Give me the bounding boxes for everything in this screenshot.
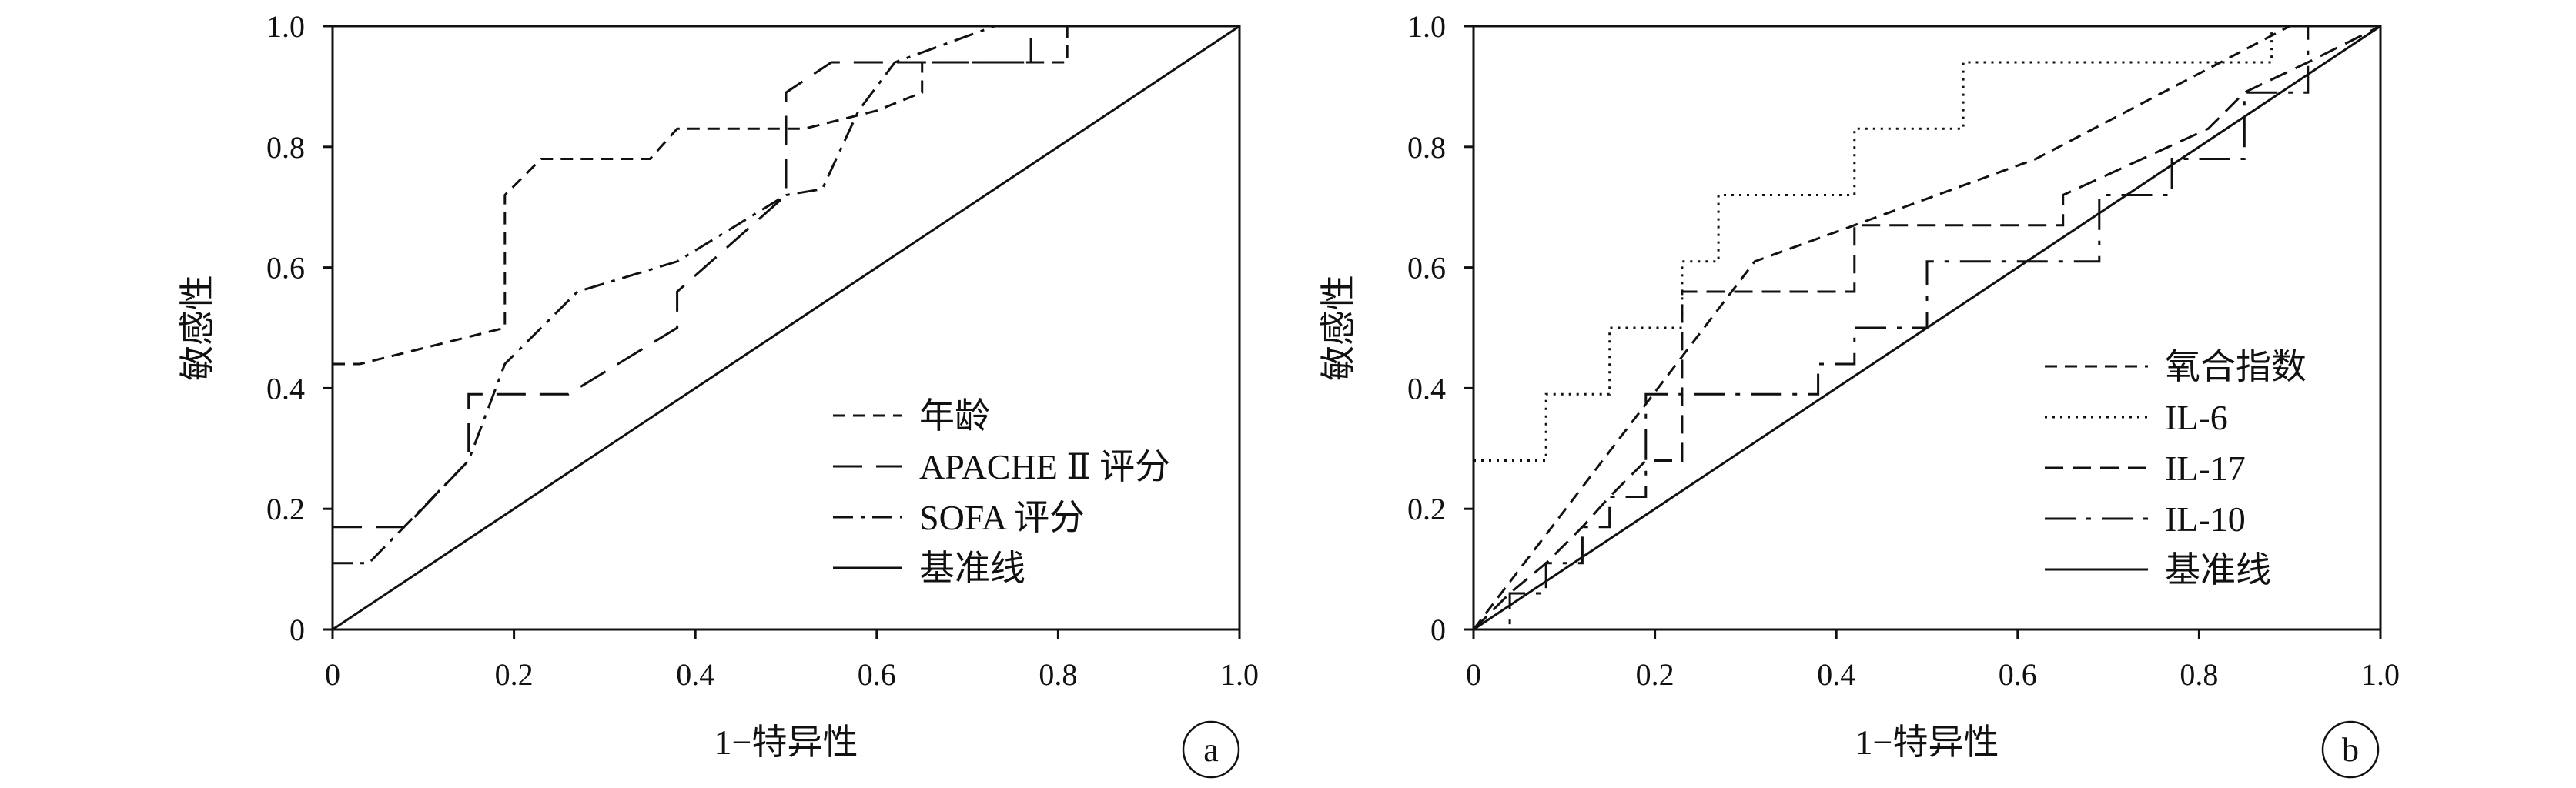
- y-tick-label: 1.0: [1407, 9, 1446, 44]
- x-tick-label: 0.2: [1636, 657, 1674, 692]
- y-tick-label: 0: [1430, 613, 1446, 647]
- x-tick-label: 0.2: [495, 657, 534, 692]
- y-tick-label: 0.2: [1407, 492, 1446, 526]
- y-tick-label: 0.2: [266, 492, 305, 526]
- series-line-0: [1472, 25, 2380, 630]
- panel-letter-circle: [1182, 720, 1240, 779]
- x-axis-title: 1−特异性: [714, 723, 858, 762]
- series-line-1: [1474, 25, 2380, 462]
- y-tick-label: 0.8: [1407, 130, 1446, 165]
- x-tick-label: 1.0: [2361, 657, 2400, 692]
- series-line-2: [1472, 25, 2381, 631]
- y-tick-label: 0.6: [266, 251, 305, 285]
- x-tick-label: 0.4: [676, 657, 714, 692]
- chart-panel-b: 0 0.2 0.4 0.6 0.8 1.0 0 0.2 0.4 0.6 0.8 1.0 1−特异性 敏感性…: [1319, 9, 2400, 779]
- y-tick-label: 1.0: [266, 9, 305, 44]
- series-line-3: [1474, 25, 2380, 631]
- series-line-2: [333, 25, 1239, 565]
- panel-letter: a: [1203, 731, 1219, 769]
- x-tick-label: 0.6: [1999, 657, 2037, 692]
- legend-label-1: APACHE Ⅱ 评分: [919, 447, 1170, 486]
- x-tick-label: 0: [325, 657, 340, 692]
- legend-label-2: IL-17: [2165, 449, 2246, 488]
- plot-frame: [1472, 25, 2382, 631]
- y-axis-title: 敏感性: [178, 275, 217, 381]
- x-tick-label: 0.4: [1817, 657, 1855, 692]
- x-tick-label: 1.0: [1220, 657, 1259, 692]
- y-tick-label: 0: [289, 613, 305, 647]
- legend-label-3: IL-10: [2165, 499, 2246, 539]
- legend-label-4: 基准线: [2165, 550, 2271, 589]
- legend-label-2: SOFA 评分: [919, 498, 1085, 537]
- y-tick-label: 0.4: [266, 371, 305, 406]
- x-tick-label: 0: [1466, 657, 1481, 692]
- legend-label-1: IL-6: [2165, 398, 2228, 437]
- series-line-3: [332, 25, 1240, 631]
- panel-letter: b: [2342, 731, 2359, 769]
- y-tick-label: 0.4: [1407, 371, 1446, 406]
- y-axis-title: 敏感性: [1319, 275, 1358, 381]
- x-axis-title: 1−特异性: [1855, 723, 1999, 762]
- legend-label-0: 氧合指数: [2165, 347, 2307, 386]
- y-tick-label: 0.6: [1407, 251, 1446, 285]
- legend-label-0: 年龄: [919, 396, 990, 436]
- x-tick-label: 0.8: [2180, 657, 2218, 692]
- plot-frame: [331, 25, 1241, 631]
- series-line-1: [333, 25, 1239, 529]
- x-tick-label: 0.6: [858, 657, 896, 692]
- x-tick-label: 0.8: [1039, 657, 1077, 692]
- y-tick-label: 0.8: [266, 130, 305, 165]
- series-line-4: [1473, 25, 2381, 631]
- series-line-0: [333, 25, 1239, 366]
- legend-label-3: 基准线: [919, 549, 1025, 588]
- chart-panel-a: 0 0.2 0.4 0.6 0.8 1.0 0 0.2 0.4 0.6 0.8 1.0 1−特异性 敏感性…: [178, 9, 1259, 779]
- panel-letter-circle: [2321, 720, 2380, 779]
